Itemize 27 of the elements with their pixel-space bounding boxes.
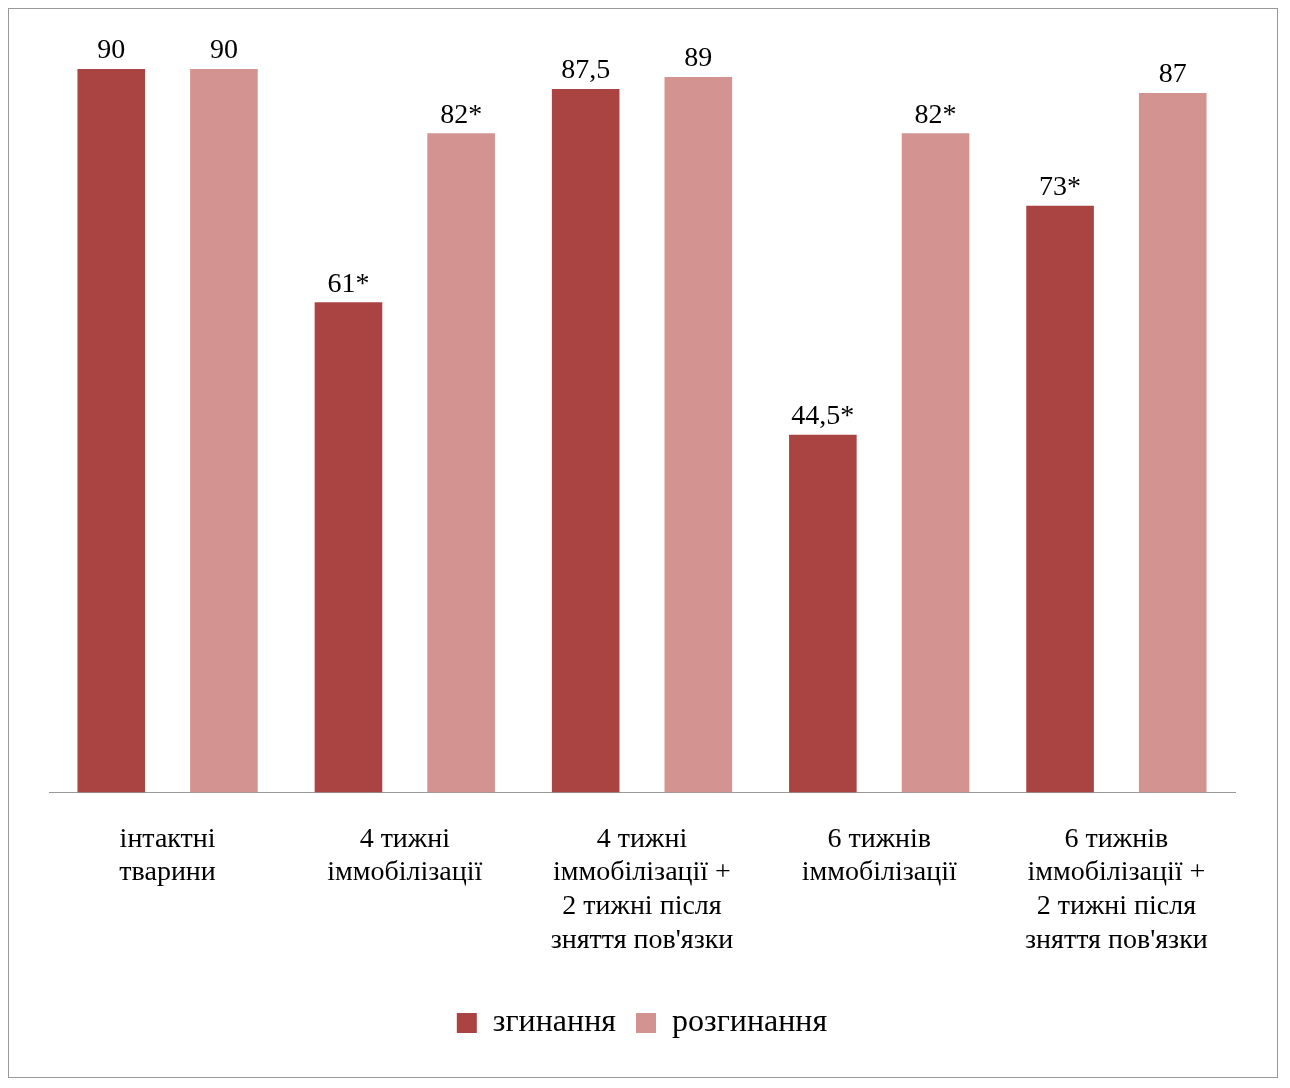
legend-label: згинання xyxy=(492,1002,617,1039)
data-label: 90 xyxy=(97,33,126,65)
data-label: 73* xyxy=(1039,170,1082,202)
data-label: 87 xyxy=(1158,57,1187,89)
data-label: 82* xyxy=(440,97,483,129)
bar xyxy=(77,69,146,793)
bar xyxy=(551,89,620,793)
x-tick-label: 4 тижні іммобілізації xyxy=(327,821,483,887)
bar xyxy=(789,434,857,793)
bar xyxy=(427,133,495,793)
data-label: 87,5 xyxy=(561,53,611,85)
bar xyxy=(314,302,383,793)
x-tick-label: інтактні тварини xyxy=(119,821,216,887)
data-label: 90 xyxy=(209,33,238,65)
x-tick-label: 6 тижнів іммобілізації xyxy=(801,821,957,887)
bar xyxy=(901,133,970,793)
data-label: 61* xyxy=(327,266,370,298)
legend-label: розгинання xyxy=(672,1002,828,1039)
bar xyxy=(190,69,258,793)
data-label: 82* xyxy=(914,97,957,129)
bar xyxy=(1138,93,1207,793)
bar xyxy=(664,77,733,793)
x-tick-label: 4 тижні іммобілізації + 2 тижні після зняття пов'язки xyxy=(550,821,734,954)
data-label: 89 xyxy=(684,41,713,73)
bar xyxy=(1026,205,1094,793)
data-label: 44,5* xyxy=(791,399,855,431)
x-tick-label: 6 тижнів іммобілізації + 2 тижні після зняття пов'язки xyxy=(1025,821,1208,954)
